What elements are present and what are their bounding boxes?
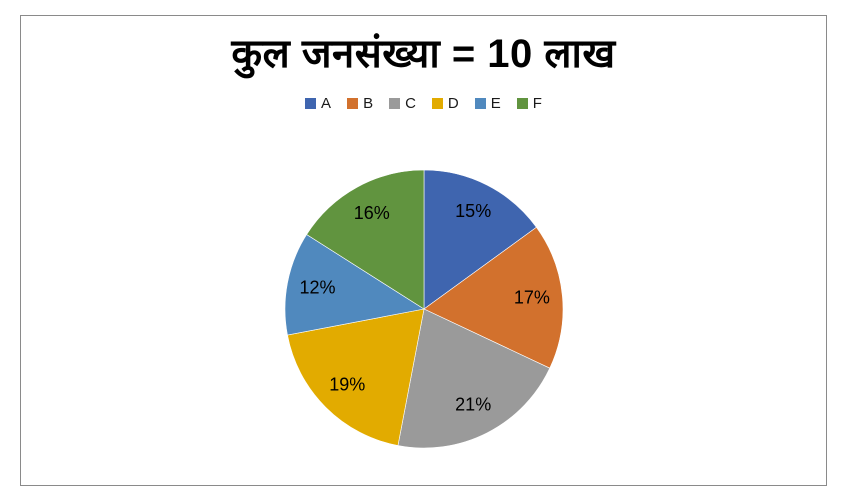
pie-chart: 15% 17% 21% 19% 12% 16% — [284, 169, 564, 449]
pie-slice-C — [397, 308, 551, 449]
legend-swatch-icon — [474, 98, 486, 109]
chart-title: कुल जनसंख्या = 10 लाख — [231, 32, 616, 76]
slice-label-D: 19% — [329, 374, 365, 394]
legend-swatch-icon — [389, 98, 401, 109]
legend-label: B — [363, 95, 374, 112]
pie-slice-E — [284, 234, 425, 336]
legend-item-F: F — [516, 95, 542, 112]
pie-slice-A — [423, 169, 537, 310]
slice-label-F: 16% — [354, 203, 390, 223]
legend-swatch-icon — [431, 98, 443, 109]
legend-swatch-icon — [305, 98, 317, 109]
legend-item-D: D — [431, 95, 459, 112]
chart-frame: कुल जनसंख्या = 10 लाख A B C D E F 15% 17% 21% 19… — [20, 15, 827, 486]
legend-label: F — [532, 95, 542, 112]
legend-label: C — [405, 95, 416, 112]
legend-label: D — [447, 95, 459, 112]
pie-slice-B — [423, 226, 564, 369]
legend-label: A — [321, 95, 332, 112]
pie-slice-F — [306, 169, 425, 310]
legend-item-A: A — [305, 96, 331, 111]
chart-legend: A B C D E F — [21, 96, 826, 111]
slice-label-B: 17% — [514, 288, 550, 308]
slice-label-E: 12% — [299, 277, 335, 297]
legend-item-B: B — [347, 96, 373, 111]
legend-item-E: E — [474, 95, 501, 112]
slice-label-A: 15% — [455, 201, 491, 221]
legend-item-C: C — [389, 96, 416, 111]
legend-swatch-icon — [347, 98, 359, 109]
legend-swatch-icon — [516, 98, 528, 109]
legend-label: E — [490, 95, 501, 112]
slice-label-C: 21% — [455, 394, 491, 414]
pie-slice-D — [287, 308, 425, 446]
